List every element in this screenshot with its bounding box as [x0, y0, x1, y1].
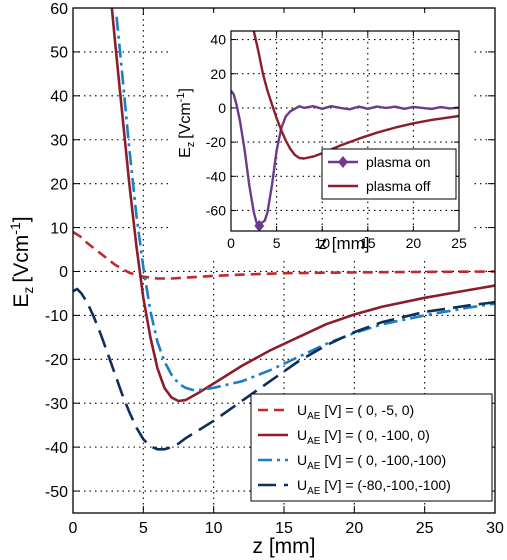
main-x-tick-label: 5: [139, 520, 148, 537]
main-x-label-unit: [mm]: [269, 535, 316, 558]
main-series: [73, 8, 495, 451]
main-x-tick-label: 0: [69, 520, 78, 537]
main-x-tick-label: 10: [205, 520, 223, 537]
main-y-tick-label: 50: [50, 45, 68, 62]
main-y-label-exp: -1: [7, 222, 23, 235]
inset-y-tick-label: -20: [206, 134, 226, 150]
inset-x-tick-label: 25: [451, 235, 467, 251]
inset-y-tick-label: 0: [218, 100, 226, 116]
inset-legend-label-0: plasma on: [366, 154, 431, 170]
inset-x-label-var: z: [318, 234, 327, 253]
inset-legend-label-1: plasma off: [366, 178, 430, 194]
main-legend: UAE [V] = ( 0, -5, 0) UAE [V] = ( 0, -100…: [250, 393, 493, 502]
main-chart: 0 5 10 15 20 25 30-50-40-30-20-100102030405060…: [7, 1, 504, 558]
main-legend-label-1: UAE [V] = ( 0, -100, 0): [297, 427, 430, 447]
inset-x-tick-label: 5: [273, 235, 281, 251]
main-y-tick-label: 40: [50, 89, 68, 106]
inset-legend: plasma on plasma off: [321, 148, 457, 200]
inset-y-label-close: ]: [177, 88, 194, 92]
main-x-label-var: z: [253, 535, 264, 558]
main-legend-label-2: UAE [V] = ( 0, -100,-100): [297, 452, 446, 472]
main-y-tick-label: -10: [45, 308, 68, 325]
main-y-label-var: E: [10, 294, 33, 308]
main-y-label-close: ]: [10, 216, 33, 222]
main-y-label-unit: [Vcm: [10, 235, 33, 283]
inset-y-tick-label: 20: [210, 66, 226, 82]
inset-background: [170, 13, 472, 258]
inset-x-label-unit: [mm]: [332, 234, 370, 253]
inset-grid: [231, 31, 459, 231]
main-y-axis-label: Ez [Vcm-1]: [7, 216, 36, 307]
main-x-axis-label: z [mm]: [253, 535, 316, 558]
main-y-tick-label: -50: [45, 484, 68, 501]
inset-x-axis-label: z [mm]: [318, 234, 369, 253]
main-legend-label-3: UAE [V] = (-80,-100,-100): [297, 477, 451, 497]
main-y-tick-label: 0: [59, 264, 68, 281]
main-y-tick-label: 10: [50, 220, 68, 237]
inset-plot-frame: [230, 30, 460, 232]
main-x-tick-label: 15: [275, 520, 293, 537]
inset-y-tick-label: -60: [206, 203, 226, 219]
main-y-tick-label: 60: [50, 1, 68, 18]
inset-y-tick-label: 40: [210, 32, 226, 48]
main-y-tick-label: 30: [50, 132, 68, 149]
inset-x-tick-label: 0: [227, 235, 235, 251]
inset-y-label-sub: z: [185, 142, 197, 148]
main-y-label-sub: z: [20, 287, 36, 294]
main-x-tick-label: 25: [416, 520, 434, 537]
main-y-tick-label: -20: [45, 352, 68, 369]
inset-x-tick-label: 20: [406, 235, 422, 251]
inset-series: [231, 31, 459, 231]
main-x-tick-label: 20: [345, 520, 363, 537]
main-y-tick-label: -40: [45, 440, 68, 457]
inset-series-0-line: [231, 90, 459, 228]
main-y-tick-label: 20: [50, 176, 68, 193]
inset-tick-labels: 0 5 10 15 20 25 -60 -40 -20 0 20 40: [206, 32, 467, 251]
main-x-tick-label: 30: [486, 520, 504, 537]
main-series-1-line: [110, 8, 495, 403]
inset-legend-marker-0: [338, 156, 348, 168]
inset-y-axis-label: Ez [Vcm-1]: [175, 88, 197, 158]
main-series-3-line: [73, 287, 495, 451]
main-ticks: [72, 7, 496, 513]
main-series-0-line: [73, 230, 495, 280]
inset-y-tick-label: -40: [206, 168, 226, 184]
inset-y-label-var: E: [177, 147, 194, 158]
inset-x-tick-label: 15: [360, 235, 376, 251]
inset-y-label-unit: [Vcm: [177, 102, 194, 138]
inset-series-1-line: [252, 31, 459, 160]
main-legend-box: [250, 393, 493, 502]
main-y-tick-label: -30: [45, 396, 68, 413]
inset-y-label-exp: -1: [175, 93, 187, 103]
inset-x-tick-label: 10: [314, 235, 330, 251]
inset-series-0-marker: [254, 219, 265, 231]
inset-legend-box: [321, 148, 457, 200]
main-legend-label-0: UAE [V] = ( 0, -5, 0): [297, 402, 414, 422]
inset-chart: 0 5 10 15 20 25 -60 -40 -20 0 20 40 z [mm] Ez [Vcm-1…: [170, 13, 472, 258]
